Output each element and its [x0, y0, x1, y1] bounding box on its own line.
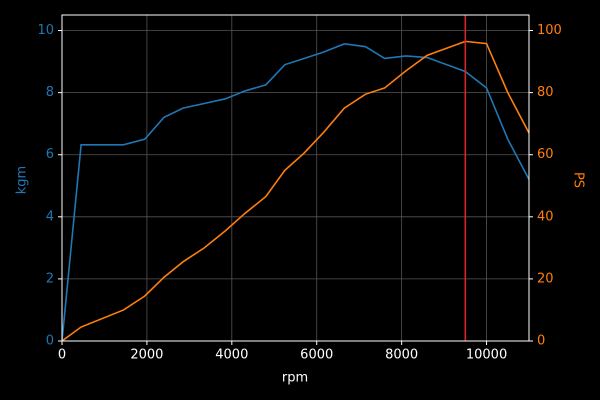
series-line — [61, 40, 530, 342]
x-tick-label: 4000 — [215, 348, 248, 363]
y-axis-label: kgm — [15, 166, 30, 194]
y2-tick-label: 20 — [537, 271, 554, 286]
x-tick-label: 10000 — [466, 348, 507, 363]
x-tick-label: 8000 — [385, 348, 418, 363]
plot-frame — [61, 14, 530, 342]
y-tick-label: 8 — [46, 85, 54, 100]
y-tick-label: 6 — [46, 147, 54, 162]
y-tick-label: 0 — [46, 334, 54, 349]
x-tick-label: 0 — [58, 348, 66, 363]
y2-axis-label: PS — [571, 172, 586, 188]
y-tick-label: 2 — [46, 271, 54, 286]
series-line — [61, 43, 530, 342]
y2-tick-label: 0 — [537, 334, 545, 349]
y2-tick-label: 100 — [537, 23, 562, 38]
y2-tick-label: 60 — [537, 147, 554, 162]
y2-tick-label: 40 — [537, 209, 554, 224]
y-tick-label: 4 — [46, 209, 54, 224]
y-tick-label: 10 — [37, 23, 54, 38]
x-tick-label: 2000 — [130, 348, 163, 363]
x-axis-label: rpm — [282, 371, 308, 386]
x-tick-label: 6000 — [300, 348, 333, 363]
y2-tick-label: 80 — [537, 85, 554, 100]
